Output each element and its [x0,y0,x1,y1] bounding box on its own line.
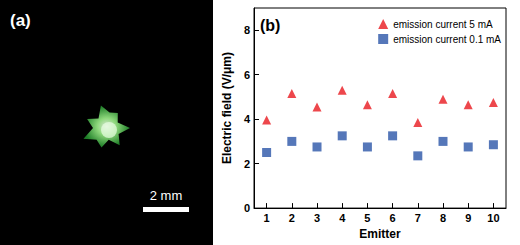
svg-text:2: 2 [289,212,295,224]
svg-text:4: 4 [339,212,346,224]
svg-text:4: 4 [244,113,251,125]
svg-text:5: 5 [364,212,370,224]
svg-text:(b): (b) [260,17,280,34]
svg-text:0: 0 [244,202,250,214]
svg-text:7: 7 [415,212,421,224]
svg-text:8: 8 [244,24,250,36]
svg-text:3: 3 [314,212,320,224]
svg-text:6: 6 [244,69,250,81]
svg-text:2 mm: 2 mm [150,188,183,203]
svg-text:6: 6 [390,212,396,224]
svg-text:2: 2 [244,158,250,170]
svg-text:10: 10 [487,212,499,224]
svg-text:Emitter: Emitter [359,227,401,241]
svg-text:8: 8 [440,212,446,224]
svg-text:(a): (a) [10,11,31,30]
svg-text:Electric field (V/μm): Electric field (V/μm) [220,52,234,164]
svg-text:9: 9 [465,212,471,224]
svg-text:emission current 5 mA: emission current 5 mA [393,19,493,30]
svg-text:1: 1 [264,212,270,224]
svg-text:emission current 0.1 mA: emission current 0.1 mA [393,34,501,45]
